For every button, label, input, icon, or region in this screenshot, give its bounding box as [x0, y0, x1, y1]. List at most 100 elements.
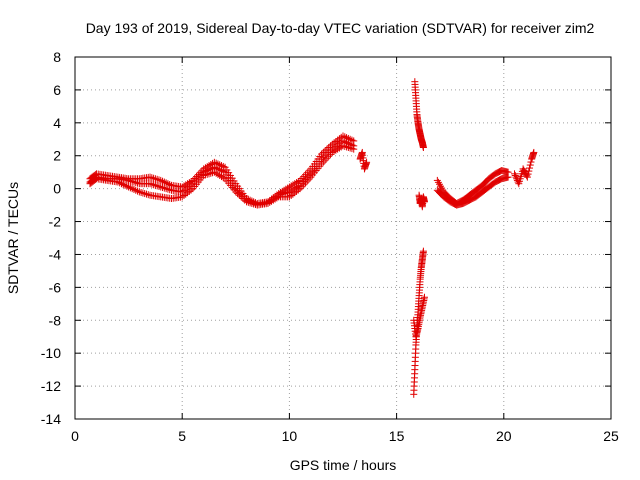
axis-ticks [74, 56, 612, 420]
point-segment-21h [523, 173, 531, 181]
point-track-c [210, 163, 218, 171]
point-track-c [201, 167, 209, 175]
point-track-c [305, 172, 313, 180]
plot-frame [74, 56, 612, 420]
point-track-c [268, 196, 276, 204]
point-track-c [219, 167, 227, 175]
point-track-a [153, 175, 161, 183]
point-track-c [341, 138, 349, 146]
point-track-b [132, 186, 140, 194]
point-track-a [148, 174, 156, 182]
point-track-c [264, 199, 272, 207]
x-tick-label: 0 [71, 428, 79, 444]
point-track-b [142, 190, 150, 198]
point-track-b [126, 184, 134, 192]
y-tick-label: -14 [41, 411, 61, 427]
x-tick-label: 25 [603, 428, 619, 444]
point-track-a [146, 173, 154, 181]
point-track-c [214, 165, 222, 173]
point-track-c [269, 195, 277, 203]
point-track-c [150, 181, 158, 189]
point-track-c [319, 153, 327, 161]
point-track-c [125, 176, 133, 184]
point-track-c [180, 187, 188, 195]
point-track-c [293, 184, 301, 192]
point-track-c [203, 167, 211, 175]
point-segment-21h [524, 170, 532, 178]
y-axis-label: SDTVAR / TECUs [5, 182, 21, 294]
point-track-a [150, 174, 158, 182]
point-track-b [134, 187, 142, 195]
point-track-b [130, 185, 138, 193]
point-track-c [326, 147, 334, 155]
point-segment-21h [511, 171, 519, 179]
point-track-c [266, 197, 274, 205]
y-tick-label: 2 [53, 148, 61, 164]
point-track-b [218, 173, 226, 181]
point-segment-21h [512, 173, 520, 181]
point-track-c [128, 178, 136, 186]
point-track-a [159, 177, 167, 185]
point-track-c [339, 137, 347, 145]
point-track-evening-b [504, 173, 512, 181]
point-track-b [139, 189, 147, 197]
point-track-c [250, 199, 258, 207]
point-track-c [289, 186, 297, 194]
point-track-c [325, 148, 333, 156]
x-tick-labels: 0 5 10 15 20 25 [71, 428, 619, 444]
point-track-c [157, 183, 165, 191]
point-track-c [278, 190, 286, 198]
point-track-c [146, 180, 154, 188]
point-track-c [185, 182, 193, 190]
point-track-b [123, 182, 131, 190]
x-tick-label: 20 [496, 428, 512, 444]
y-tick-label: -2 [49, 214, 62, 230]
x-tick-label: 10 [282, 428, 298, 444]
data-points [86, 78, 538, 398]
point-track-c [148, 180, 156, 188]
point-track-c [234, 187, 242, 195]
point-track-c [151, 181, 159, 189]
point-track-b [137, 188, 145, 196]
y-tick-label: -10 [41, 345, 61, 361]
point-track-c [155, 182, 163, 190]
point-track-a [157, 176, 165, 184]
point-track-a [160, 178, 168, 186]
point-segment-16h-mid [420, 198, 428, 206]
point-track-c [282, 189, 290, 197]
point-track-c [276, 191, 284, 199]
point-track-c [321, 152, 329, 160]
point-track-c [184, 184, 192, 192]
point-track-b [125, 183, 133, 191]
point-track-c [344, 139, 352, 147]
point-segment-21h [525, 167, 533, 175]
point-track-c [187, 181, 195, 189]
point-track-c [285, 188, 293, 196]
point-segment-21h [530, 148, 538, 156]
point-track-c [343, 139, 351, 147]
point-track-c [166, 186, 174, 194]
y-tick-label: 0 [53, 181, 61, 197]
point-track-c [291, 185, 299, 193]
y-tick-labels: 8 6 4 2 0 -2 -4 -6 -8 -10 -12 -14 [41, 49, 61, 427]
point-track-c [207, 165, 215, 173]
y-tick-label: -12 [41, 378, 61, 394]
point-track-c [216, 166, 224, 174]
point-track-c [287, 187, 295, 195]
point-track-c [130, 178, 138, 186]
point-track-c [162, 185, 170, 193]
point-track-c [126, 177, 134, 185]
y-tick-label: -6 [49, 279, 62, 295]
point-track-c [243, 196, 251, 204]
point-track-c [182, 185, 190, 193]
point-segment-21h [526, 161, 534, 169]
point-track-c [335, 140, 343, 148]
point-track-c [323, 150, 331, 158]
point-track-c [348, 141, 356, 149]
point-track-c [318, 155, 326, 163]
point-track-c [275, 191, 283, 199]
point-track-c [132, 179, 140, 187]
y-tick-label: -8 [49, 312, 62, 328]
point-track-b [128, 185, 136, 193]
point-track-c [205, 166, 213, 174]
